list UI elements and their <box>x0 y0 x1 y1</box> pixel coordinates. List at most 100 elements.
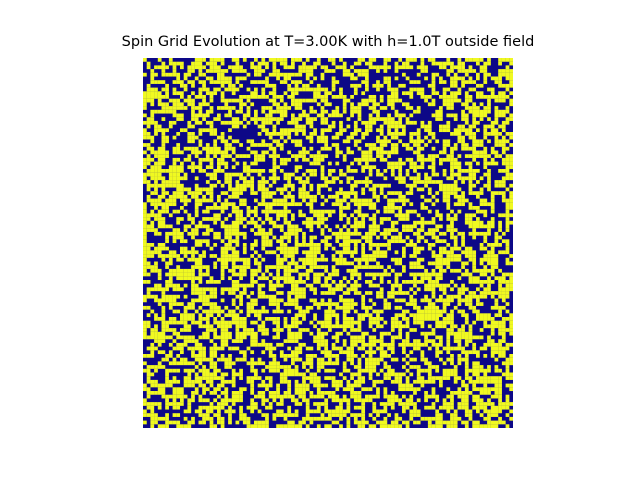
spin-up-cell <box>279 265 284 269</box>
spin-up-cell <box>361 387 366 392</box>
spin-up-cell <box>450 132 454 136</box>
spin-up-cell <box>302 257 306 262</box>
spin-up-cell <box>468 224 473 229</box>
spin-up-cell <box>501 124 506 129</box>
spin-up-cell <box>490 243 495 247</box>
spin-up-cell <box>213 202 218 207</box>
spin-up-cell <box>368 113 373 118</box>
spin-up-cell <box>457 342 462 347</box>
spin-up-cell <box>165 246 169 251</box>
spin-up-cell <box>435 191 440 195</box>
spin-up-cell <box>398 313 403 318</box>
spin-up-cell <box>431 61 436 66</box>
spin-up-cell <box>335 272 340 277</box>
spin-up-cell <box>402 246 406 251</box>
spin-up-cell <box>291 95 295 99</box>
spin-up-cell <box>294 294 299 299</box>
spin-up-cell <box>239 198 243 203</box>
spin-up-cell <box>505 209 510 214</box>
spin-up-cell <box>398 113 403 118</box>
spin-up-cell <box>205 102 210 107</box>
spin-up-cell <box>390 172 395 177</box>
spin-up-cell <box>490 124 495 129</box>
spin-up-cell <box>316 280 321 284</box>
spin-up-cell <box>217 169 221 173</box>
spin-up-cell <box>420 331 425 336</box>
spin-up-cell <box>213 350 218 355</box>
spin-up-cell <box>213 391 218 395</box>
spin-up-cell <box>457 76 462 81</box>
spin-up-cell <box>250 309 255 314</box>
spin-up-cell <box>350 387 354 392</box>
spin-up-cell <box>328 124 332 129</box>
spin-up-cell <box>146 291 151 295</box>
spin-up-cell <box>450 246 454 251</box>
spin-up-cell <box>205 154 210 158</box>
spin-up-cell <box>316 95 321 99</box>
spin-up-cell <box>291 317 295 321</box>
spin-up-cell <box>450 354 454 358</box>
spin-up-cell <box>509 361 513 366</box>
spin-up-cell <box>501 339 506 343</box>
spin-up-cell <box>383 194 388 199</box>
spin-up-cell <box>180 272 184 277</box>
spin-up-cell <box>168 276 173 281</box>
spin-up-cell <box>446 394 451 399</box>
spin-up-cell <box>213 354 218 358</box>
spin-up-cell <box>187 379 192 384</box>
spin-up-cell <box>501 298 506 303</box>
spin-up-cell <box>265 250 269 255</box>
spin-up-cell <box>157 365 162 369</box>
spin-up-cell <box>450 98 454 103</box>
spin-up-cell <box>461 102 465 107</box>
spin-up-cell <box>298 276 303 281</box>
spin-up-cell <box>335 361 340 366</box>
spin-up-cell <box>376 228 380 232</box>
spin-up-cell <box>246 309 251 314</box>
spin-up-cell <box>487 313 491 318</box>
spin-up-cell <box>472 139 477 144</box>
spin-up-cell <box>468 128 473 133</box>
spin-up-cell <box>187 72 192 77</box>
spin-up-cell <box>505 109 510 114</box>
spin-up-cell <box>165 398 169 403</box>
spin-up-cell <box>150 202 155 207</box>
spin-up-cell <box>402 202 406 207</box>
spin-up-cell <box>183 83 188 88</box>
spin-up-cell <box>368 272 373 277</box>
spin-up-cell <box>294 224 299 229</box>
spin-up-cell <box>239 387 243 392</box>
spin-up-cell <box>398 217 403 221</box>
spin-up-cell <box>150 76 155 81</box>
spin-up-cell <box>487 172 491 177</box>
spin-up-cell <box>416 235 421 240</box>
spin-up-cell <box>427 365 432 369</box>
spin-up-cell <box>431 220 436 225</box>
spin-up-cell <box>472 280 477 284</box>
spin-up-cell <box>239 283 243 288</box>
spin-up-cell <box>376 169 380 173</box>
spin-up-cell <box>191 150 195 155</box>
spin-up-cell <box>202 387 206 392</box>
spin-up-cell <box>328 283 332 288</box>
spin-up-cell <box>483 69 488 73</box>
spin-up-cell <box>331 124 336 129</box>
spin-up-cell <box>342 320 347 325</box>
spin-up-cell <box>346 139 351 144</box>
spin-up-cell <box>180 268 184 273</box>
spin-up-cell <box>287 65 292 70</box>
spin-up-cell <box>254 161 258 166</box>
spin-up-cell <box>268 183 273 188</box>
spin-up-cell <box>505 224 510 229</box>
spin-up-cell <box>265 243 269 247</box>
spin-up-cell <box>172 376 177 380</box>
spin-up-cell <box>183 72 188 77</box>
spin-up-cell <box>387 76 391 81</box>
spin-up-cell <box>157 361 162 366</box>
spin-up-cell <box>439 272 443 277</box>
spin-up-cell <box>294 302 299 306</box>
spin-up-cell <box>157 183 162 188</box>
spin-up-cell <box>276 272 280 277</box>
spin-up-cell <box>305 257 310 262</box>
spin-up-cell <box>379 98 384 103</box>
